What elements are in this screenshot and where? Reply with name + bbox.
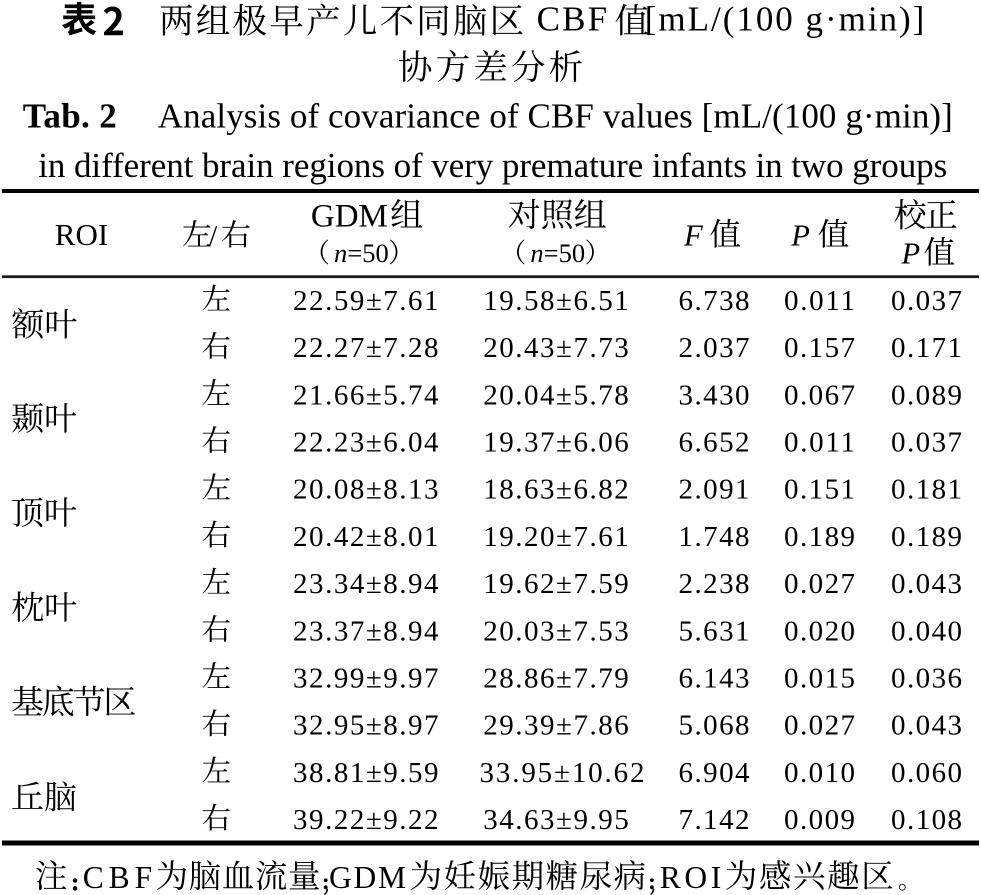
svg-text:ROI: ROI [55, 217, 108, 252]
svg-text:1.748: 1.748 [679, 521, 750, 553]
svg-text:GDM: GDM [329, 860, 406, 895]
svg-text:P: P [790, 219, 810, 253]
svg-text:3.430: 3.430 [679, 379, 750, 411]
svg-text:/: / [209, 219, 218, 252]
svg-text:0.108: 0.108 [891, 804, 962, 836]
svg-text:7.142: 7.142 [679, 804, 750, 836]
svg-text:19.62±7.59: 19.62±7.59 [483, 568, 629, 600]
svg-text:0.189: 0.189 [784, 521, 855, 553]
svg-text:20.42±8.01: 20.42±8.01 [293, 521, 439, 553]
svg-text:2.238: 2.238 [679, 568, 750, 600]
svg-text:19.58±6.51: 19.58±6.51 [483, 285, 629, 317]
svg-text:19.37±6.06: 19.37±6.06 [483, 427, 629, 459]
svg-text:0.037: 0.037 [891, 427, 962, 459]
svg-text:20.43±7.73: 20.43±7.73 [483, 332, 629, 364]
svg-text:0.157: 0.157 [784, 332, 855, 364]
svg-text:0.181: 0.181 [891, 474, 962, 506]
svg-text:in different brain regions of: in different brain regions of very prema… [38, 146, 947, 185]
svg-text:CBF: CBF [83, 860, 153, 895]
svg-text:ROI: ROI [660, 860, 722, 895]
svg-text:0.040: 0.040 [891, 615, 962, 647]
svg-text:0.027: 0.027 [784, 710, 855, 742]
svg-text:2.037: 2.037 [679, 332, 750, 364]
svg-text:6.738: 6.738 [679, 285, 750, 317]
svg-text:20.08±8.13: 20.08±8.13 [293, 474, 439, 506]
svg-text:n=50: n=50 [530, 238, 585, 268]
svg-text:6.904: 6.904 [679, 757, 751, 789]
svg-text:20.04±5.78: 20.04±5.78 [483, 379, 629, 411]
svg-text:0.060: 0.060 [891, 757, 962, 789]
svg-text:0.015: 0.015 [784, 662, 855, 694]
svg-text:23.34±8.94: 23.34±8.94 [293, 568, 439, 600]
svg-text:32.95±8.97: 32.95±8.97 [293, 710, 439, 742]
svg-text:Analysis of covariance of CBF: Analysis of covariance of CBF values [mL… [158, 97, 953, 136]
svg-text:0.027: 0.027 [784, 568, 855, 600]
svg-text:P: P [901, 237, 921, 271]
svg-text:0.036: 0.036 [891, 662, 962, 694]
svg-text:GDM: GDM [311, 198, 388, 234]
svg-text:0.010: 0.010 [784, 757, 855, 789]
svg-text:29.39±7.86: 29.39±7.86 [483, 710, 629, 742]
svg-text:22.23±6.04: 22.23±6.04 [293, 427, 439, 459]
svg-text:5.631: 5.631 [679, 615, 750, 647]
svg-text:18.63±6.82: 18.63±6.82 [483, 474, 629, 506]
svg-text:22.27±7.28: 22.27±7.28 [293, 332, 439, 364]
svg-text:5.068: 5.068 [679, 710, 750, 742]
svg-text:[mL/(100 g·min)]: [mL/(100 g·min)] [645, 0, 925, 39]
svg-text:22.59±7.61: 22.59±7.61 [293, 285, 439, 317]
svg-text:CBF: CBF [537, 0, 608, 39]
svg-text:38.81±9.59: 38.81±9.59 [293, 757, 439, 789]
svg-text:2.091: 2.091 [679, 474, 750, 506]
svg-text:0.171: 0.171 [891, 332, 962, 364]
svg-text:23.37±8.94: 23.37±8.94 [293, 615, 439, 647]
svg-text:6.652: 6.652 [679, 427, 750, 459]
svg-text:28.86±7.79: 28.86±7.79 [483, 662, 629, 694]
svg-text:21.66±5.74: 21.66±5.74 [293, 379, 439, 411]
svg-text:33.95±10.62: 33.95±10.62 [480, 757, 645, 789]
svg-text:19.20±7.61: 19.20±7.61 [483, 521, 629, 553]
svg-text:34.63±9.95: 34.63±9.95 [483, 804, 629, 836]
svg-text:0.020: 0.020 [784, 615, 855, 647]
svg-text:39.22±9.22: 39.22±9.22 [293, 804, 439, 836]
svg-text:20.03±7.53: 20.03±7.53 [483, 615, 629, 647]
svg-text:F: F [683, 219, 703, 253]
svg-text:0.011: 0.011 [784, 427, 855, 459]
svg-text:0.067: 0.067 [784, 379, 855, 411]
svg-text:0.189: 0.189 [891, 521, 962, 553]
svg-text:0.043: 0.043 [891, 568, 962, 600]
svg-text:0.043: 0.043 [891, 710, 962, 742]
svg-text:32.99±9.97: 32.99±9.97 [293, 662, 439, 694]
svg-text:n=50: n=50 [334, 238, 389, 268]
svg-text:0.009: 0.009 [784, 804, 855, 836]
svg-text:0.011: 0.011 [784, 285, 855, 317]
svg-text:6.143: 6.143 [679, 662, 750, 694]
svg-text:0.151: 0.151 [784, 474, 855, 506]
svg-text:0.089: 0.089 [891, 379, 962, 411]
svg-text:0.037: 0.037 [891, 285, 962, 317]
svg-text:Tab. 2: Tab. 2 [23, 97, 117, 136]
